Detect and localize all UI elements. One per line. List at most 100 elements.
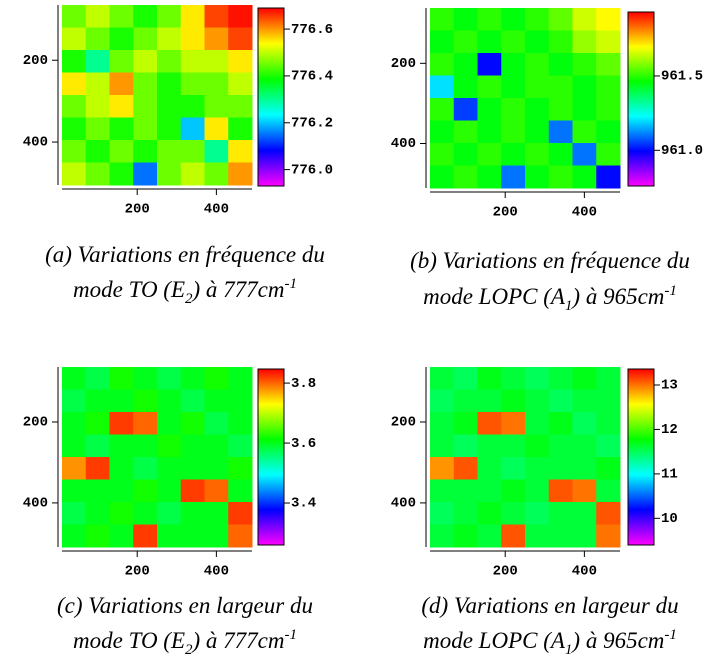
caption-part: -1 — [285, 276, 298, 292]
heatmap-cell — [501, 457, 526, 480]
y-tick-label: 400 — [391, 136, 416, 152]
heatmap-cell — [109, 389, 134, 413]
heatmap-cell — [548, 434, 573, 458]
heatmap-cell — [157, 95, 182, 118]
heatmap-cell — [548, 412, 573, 435]
heatmap-cell — [596, 8, 621, 31]
heatmap-cell — [596, 165, 621, 189]
heatmap-cell — [572, 479, 597, 503]
heatmap-cell — [109, 95, 134, 118]
heatmap-cell — [85, 50, 110, 73]
heatmap-cell — [133, 479, 158, 503]
heatmap-cell — [453, 143, 478, 166]
heatmap-cell — [204, 5, 229, 28]
heatmap-cell — [157, 162, 182, 186]
heatmap-cell — [477, 389, 502, 413]
y-tick-label: 200 — [23, 53, 48, 69]
heatmap-cell — [85, 72, 110, 96]
heatmap-cell — [180, 50, 205, 73]
heatmap-cell — [430, 502, 455, 525]
colorbar-tick-label: 13 — [661, 378, 678, 394]
heatmap-cell — [180, 524, 205, 548]
heatmap-cell — [525, 75, 550, 99]
heatmap-cell — [228, 367, 253, 390]
caption-line: mode TO (E2) à 777cm-1 — [73, 276, 297, 307]
heatmap-cell — [501, 434, 526, 458]
caption-line: mode TO (E2) à 777cm-1 — [73, 627, 297, 658]
heatmap-cell — [572, 143, 597, 166]
heatmap-cell — [157, 5, 182, 28]
heatmap-cell — [133, 412, 158, 435]
heatmap-cell — [548, 524, 573, 548]
heatmap-cell — [501, 98, 526, 121]
heatmap-cell — [525, 165, 550, 189]
heatmap-cell — [430, 367, 455, 390]
x-tick-label: 400 — [204, 564, 229, 580]
heatmap-cell — [157, 389, 182, 413]
caption-line: mode LOPC (A1) à 965cm-1 — [423, 627, 677, 658]
heatmap-cell — [453, 479, 478, 503]
heatmap-cell — [477, 457, 502, 480]
heatmap-cell — [430, 8, 455, 31]
heatmap-cell — [133, 72, 158, 96]
x-tick-label: 200 — [493, 205, 518, 221]
heatmap-cell — [180, 412, 205, 435]
heatmap-cell — [453, 8, 478, 31]
caption-line: (a) Variations en fréquence du — [45, 242, 325, 267]
heatmap-cell — [477, 120, 502, 144]
heatmap-cell — [109, 457, 134, 480]
heatmap-cell — [548, 143, 573, 166]
heatmap-cell — [85, 412, 110, 435]
heatmap-cell — [180, 389, 205, 413]
heatmap-cell — [204, 524, 229, 548]
heatmap-cell — [157, 140, 182, 163]
heatmap-cell — [109, 524, 134, 548]
heatmap-cell — [477, 524, 502, 548]
y-tick-label: 200 — [23, 415, 48, 431]
heatmap-cell — [501, 120, 526, 144]
heatmap-cell — [109, 72, 134, 96]
heatmap-cell — [453, 389, 478, 413]
caption-line: (c) Variations en largeur du — [57, 593, 313, 618]
heatmap-cell — [85, 5, 110, 28]
heatmap-cell — [133, 140, 158, 163]
heatmap-cell — [133, 434, 158, 458]
x-tick-label: 200 — [493, 564, 518, 580]
heatmap-cell — [477, 8, 502, 31]
heatmap-cell — [596, 143, 621, 166]
heatmap-cell — [453, 98, 478, 121]
heatmap-cell — [572, 8, 597, 31]
heatmap-cell — [228, 95, 253, 118]
colorbar-tick-label: 776.2 — [291, 115, 333, 131]
heatmap-cell — [204, 434, 229, 458]
heatmap-cell — [85, 117, 110, 141]
panel: 200 400 200 400 13 12 11 10 (d) Variations en la… — [391, 367, 679, 658]
heatmap-cell — [596, 524, 621, 548]
heatmap-cell — [228, 457, 253, 480]
colorbar — [627, 368, 655, 546]
caption-part: 1 — [565, 642, 573, 658]
heatmap-cell — [453, 165, 478, 189]
heatmap-cell — [430, 120, 455, 144]
heatmap-cell — [109, 27, 134, 51]
panel: 200 400 200 400 3.8 3.6 3.4 (c) Variations en l… — [23, 367, 316, 658]
heatmap-cell — [525, 412, 550, 435]
heatmap-cell — [85, 27, 110, 51]
heatmap-cell — [477, 502, 502, 525]
heatmap-cell — [62, 389, 87, 413]
colorbar-tick-label: 10 — [661, 511, 678, 527]
heatmap-cell — [548, 389, 573, 413]
heatmap-cell — [525, 143, 550, 166]
heatmap-cell — [157, 457, 182, 480]
heatmap-cell — [228, 412, 253, 435]
heatmap-cell — [228, 502, 253, 525]
colorbar-tick-label: 776.6 — [291, 22, 333, 38]
heatmap-cell — [430, 98, 455, 121]
heatmap-cell — [62, 479, 87, 503]
heatmap-cell — [477, 53, 502, 76]
heatmap-cell — [430, 524, 455, 548]
colorbar-tick-label: 3.8 — [291, 376, 316, 392]
x-tick-label: 400 — [204, 202, 229, 218]
heatmap-cell — [180, 434, 205, 458]
heatmap-cell — [525, 502, 550, 525]
